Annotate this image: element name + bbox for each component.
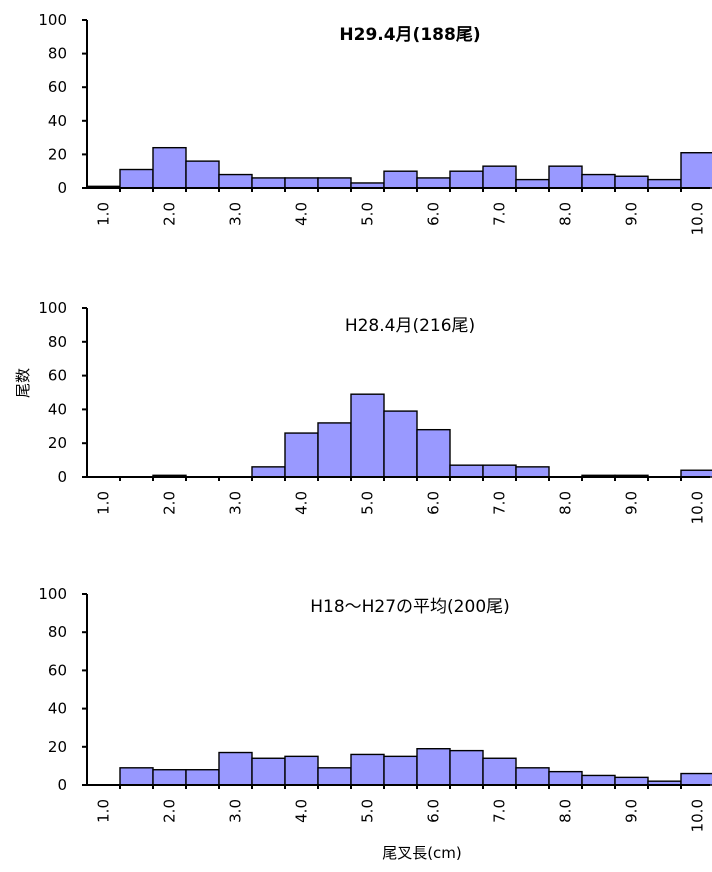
bar [416,177,451,189]
bar [548,770,583,786]
x-tick-label: 9.0 [623,799,641,823]
bar [416,428,451,478]
x-tick-label: 5.0 [359,799,377,823]
bar [581,173,616,189]
bar [449,749,484,786]
y-tick-label: 20 [48,145,67,163]
x-tick-label: 1.0 [95,799,113,823]
x-tick-label: 1.0 [95,202,113,226]
x-tick-label: 2.0 [161,491,179,515]
x-tick-label: 7.0 [491,799,509,823]
x-tick-label: 6.0 [425,799,443,823]
bar [284,177,319,189]
x-tick-label: 5.0 [359,491,377,515]
y-tick-label: 100 [38,585,67,603]
bar [317,767,352,786]
y-tick-label: 80 [48,623,67,641]
bar [383,755,418,786]
x-tick-label: 9.0 [623,202,641,226]
x-tick-label: 3.0 [227,799,245,823]
y-tick-label: 80 [48,333,67,351]
x-tick-label: 10.0 [689,202,707,235]
y-tick-label: 60 [48,661,67,679]
chart-title: H18～H27の平均(200尾) [310,597,510,617]
bar [383,170,418,189]
bar [350,393,385,478]
y-axis-title: 尾数 [14,368,32,398]
bar [449,464,484,478]
bar [581,774,616,786]
bar [515,466,550,478]
x-tick-label: 1.0 [95,491,113,515]
bar [548,165,583,189]
x-tick-label: 3.0 [227,491,245,515]
x-tick-label: 9.0 [623,491,641,515]
bar [515,767,550,786]
bar [350,753,385,786]
y-tick-label: 40 [48,112,67,130]
x-tick-label: 6.0 [425,202,443,226]
x-axis-title: 尾叉長(cm) [382,844,462,862]
bar [185,769,220,786]
bar [515,178,550,189]
bar [482,165,517,189]
bar [317,177,352,189]
y-tick-label: 60 [48,367,67,385]
y-tick-label: 0 [57,468,67,486]
bar [416,748,451,786]
x-tick-label: 5.0 [359,202,377,226]
bar [251,466,286,478]
bar [680,152,712,189]
y-tick-label: 80 [48,45,67,63]
bar [185,160,220,189]
bar [383,410,418,478]
x-tick-label: 2.0 [161,202,179,226]
bar [317,422,352,478]
y-tick-label: 20 [48,434,67,452]
bar [482,464,517,478]
x-tick-label: 4.0 [293,202,311,226]
x-tick-label: 7.0 [491,491,509,515]
bar [614,175,649,189]
bar [251,177,286,189]
x-tick-label: 8.0 [557,799,575,823]
x-tick-label: 4.0 [293,491,311,515]
bar [680,772,712,786]
bar [152,146,187,189]
x-tick-label: 8.0 [557,202,575,226]
x-tick-label: 3.0 [227,202,245,226]
x-tick-label: 7.0 [491,202,509,226]
y-tick-label: 40 [48,400,67,418]
y-tick-label: 0 [57,776,67,794]
bar [152,769,187,786]
bar [614,776,649,786]
y-tick-label: 0 [57,179,67,197]
x-tick-label: 10.0 [689,491,707,524]
x-tick-label: 2.0 [161,799,179,823]
chart-title: H29.4月(188尾) [339,25,480,45]
y-tick-label: 20 [48,738,67,756]
bar [647,178,682,189]
chart-title: H28.4月(216尾) [345,316,475,336]
y-tick-label: 60 [48,78,67,96]
y-tick-label: 100 [38,11,67,29]
y-tick-label: 40 [48,700,67,718]
bar [119,168,154,189]
bar [284,432,319,478]
bar [680,469,712,478]
bar [251,757,286,786]
bar [218,751,253,786]
y-tick-label: 100 [38,299,67,317]
x-tick-label: 8.0 [557,491,575,515]
x-tick-label: 6.0 [425,491,443,515]
bar [218,173,253,189]
bar [284,755,319,786]
bar [119,767,154,786]
bar [449,170,484,189]
bar [482,757,517,786]
x-tick-label: 10.0 [689,799,707,832]
x-tick-label: 4.0 [293,799,311,823]
